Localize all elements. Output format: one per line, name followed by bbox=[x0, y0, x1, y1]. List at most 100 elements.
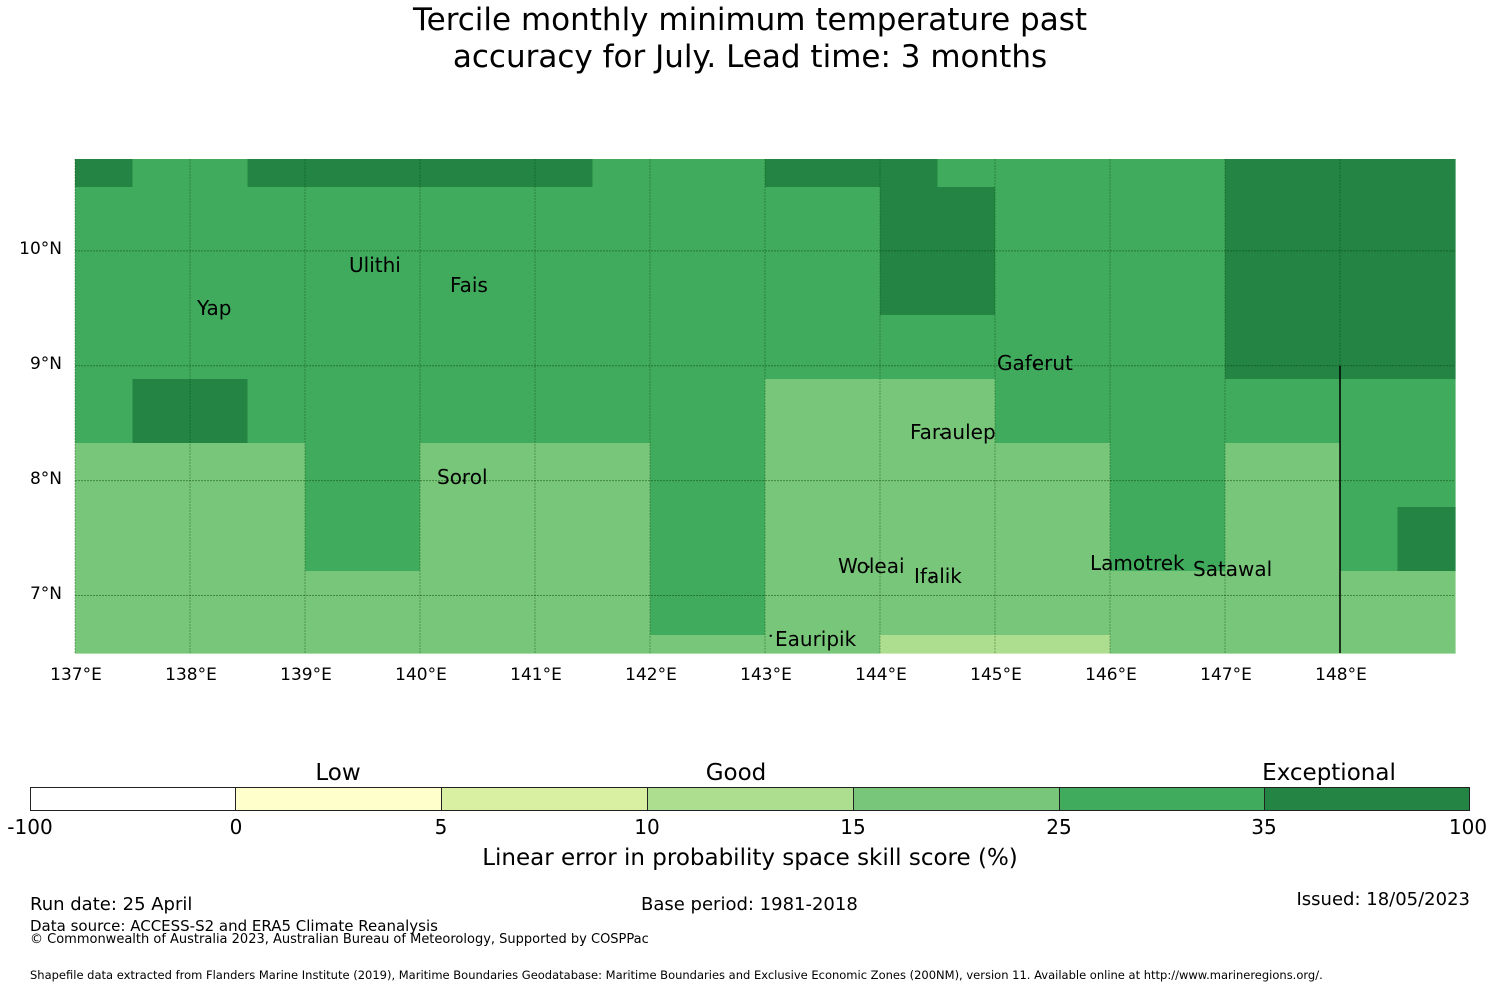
map-cell bbox=[420, 159, 479, 188]
map-cell bbox=[1397, 159, 1456, 188]
lat-label-9n: 9°N bbox=[29, 354, 62, 374]
map-cell bbox=[592, 251, 651, 316]
map-cell bbox=[477, 379, 536, 444]
map-cell bbox=[592, 379, 651, 444]
lon-label-137e: 137°E bbox=[50, 665, 102, 685]
map-cell bbox=[247, 315, 306, 380]
place-label-satawal: Satawal bbox=[1193, 557, 1273, 581]
map-cell bbox=[707, 507, 766, 572]
map-cell bbox=[190, 443, 249, 508]
place-label-woleai: Woleai bbox=[838, 554, 905, 578]
map-cell bbox=[75, 443, 134, 508]
map-cell bbox=[477, 251, 536, 316]
map-cell bbox=[1225, 507, 1284, 572]
map-cell bbox=[707, 443, 766, 508]
map-cell bbox=[937, 571, 996, 636]
island-marker bbox=[939, 433, 943, 436]
colorbar-segment-neg100-0 bbox=[30, 787, 236, 811]
map-cell bbox=[1052, 571, 1111, 636]
map-cell bbox=[880, 379, 939, 444]
map-cell bbox=[1110, 187, 1169, 252]
map-cell bbox=[995, 251, 1054, 316]
colorbar-tick-0: 0 bbox=[229, 815, 243, 839]
colorbar-segment-5-10 bbox=[441, 787, 648, 811]
map-cell bbox=[420, 635, 479, 654]
place-label-yap: Yap bbox=[197, 296, 232, 320]
map-cell bbox=[1397, 379, 1456, 444]
map-cell bbox=[880, 507, 939, 572]
map-cell bbox=[247, 635, 306, 654]
map-cell bbox=[1110, 251, 1169, 316]
map-cell bbox=[880, 315, 939, 380]
lon-label-140e: 140°E bbox=[395, 665, 447, 685]
map-cell bbox=[1282, 571, 1341, 636]
island-marker bbox=[930, 577, 933, 580]
map-cell bbox=[1282, 507, 1341, 572]
colorbar-tick-5: 5 bbox=[434, 815, 448, 839]
shapefile-credit: Shapefile data extracted from Flanders M… bbox=[30, 968, 1323, 982]
map-cell bbox=[535, 571, 594, 636]
map-cell bbox=[1052, 379, 1111, 444]
map-cell bbox=[362, 251, 421, 316]
map-cell bbox=[1110, 507, 1169, 572]
map-cell bbox=[420, 379, 479, 444]
map-cell bbox=[190, 507, 249, 572]
map-cell bbox=[650, 507, 709, 572]
map-cell bbox=[707, 635, 766, 654]
map-cell bbox=[765, 443, 824, 508]
map-cell bbox=[535, 379, 594, 444]
map-cell bbox=[477, 187, 536, 252]
map-cell bbox=[477, 571, 536, 636]
map-cell bbox=[75, 159, 134, 188]
map-cell bbox=[1397, 187, 1456, 252]
colorbar-segment-15-25 bbox=[853, 787, 1060, 811]
map-cell bbox=[535, 315, 594, 380]
map-cell bbox=[650, 187, 709, 252]
map-cell bbox=[132, 187, 191, 252]
map-cell bbox=[535, 507, 594, 572]
map-cell bbox=[1282, 251, 1341, 316]
map-cell bbox=[707, 187, 766, 252]
place-label-fais: Fais bbox=[450, 273, 488, 297]
island-marker bbox=[1146, 562, 1150, 565]
map-cell bbox=[880, 443, 939, 508]
map-cell bbox=[1167, 187, 1226, 252]
map-cell bbox=[1340, 251, 1399, 316]
map-cell bbox=[247, 159, 306, 188]
map-cell bbox=[1397, 571, 1456, 636]
map-cell bbox=[362, 507, 421, 572]
map-cell bbox=[247, 251, 306, 316]
map-cell bbox=[190, 251, 249, 316]
map-cell bbox=[880, 159, 939, 188]
map-cell bbox=[937, 507, 996, 572]
lon-label-148e: 148°E bbox=[1315, 665, 1367, 685]
map-cell bbox=[1397, 635, 1456, 654]
map-cell bbox=[822, 571, 881, 636]
map-cell bbox=[132, 507, 191, 572]
map-cell bbox=[1052, 187, 1111, 252]
map-cell bbox=[75, 507, 134, 572]
map-cell bbox=[650, 379, 709, 444]
island-marker bbox=[867, 565, 870, 569]
map-cell bbox=[1282, 187, 1341, 252]
map-cell bbox=[1340, 379, 1399, 444]
map-cell bbox=[1167, 571, 1226, 636]
map-cell bbox=[477, 159, 536, 188]
map-cell bbox=[765, 507, 824, 572]
map-cell bbox=[362, 379, 421, 444]
map-cell bbox=[75, 571, 134, 636]
map-cell bbox=[132, 635, 191, 654]
map-cell bbox=[305, 379, 364, 444]
map-cell bbox=[592, 571, 651, 636]
map-cell bbox=[305, 251, 364, 316]
map-cell bbox=[535, 159, 594, 188]
map-cell bbox=[477, 315, 536, 380]
map-cell bbox=[822, 635, 881, 654]
colorbar-tick-10: 10 bbox=[634, 815, 660, 839]
map-cell bbox=[1397, 315, 1456, 380]
map-cell bbox=[822, 443, 881, 508]
map-cell bbox=[1052, 635, 1111, 654]
colorbar-category-good: Good bbox=[705, 760, 767, 786]
island-marker bbox=[1034, 364, 1037, 367]
map-cell bbox=[75, 187, 134, 252]
